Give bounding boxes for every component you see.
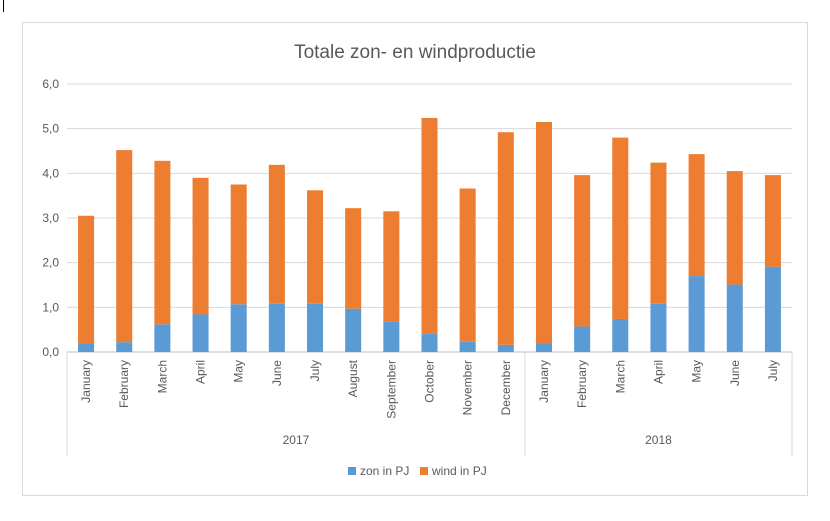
x-tick-label: March	[155, 360, 169, 393]
x-tick-label: March	[613, 360, 627, 393]
x-tick-label: May	[690, 360, 704, 383]
bar-zon	[307, 303, 324, 352]
x-tick-label: April	[651, 360, 665, 384]
bar-wind	[307, 190, 324, 304]
corner-mark	[3, 0, 4, 12]
x-tick-label: April	[194, 360, 208, 384]
bar-wind	[154, 160, 171, 325]
bar-zon	[230, 304, 247, 352]
x-tick-label: May	[232, 360, 246, 383]
y-tick-label: 5,0	[42, 122, 59, 136]
bar-zon	[535, 343, 552, 352]
bar-wind	[764, 175, 781, 267]
bar-wind	[574, 175, 591, 327]
bar-zon	[726, 284, 743, 352]
x-tick-label: February	[117, 360, 131, 408]
group-label: 2018	[645, 433, 672, 447]
bar-wind	[612, 137, 629, 319]
bar-wind	[268, 164, 285, 304]
bar-zon	[574, 326, 591, 352]
bar-zon	[78, 343, 95, 352]
bar-zon	[688, 276, 705, 352]
legend-label: wind in PJ	[431, 464, 487, 478]
y-axis-ticks: 0,0 1,0 2,0 3,0 4,0 5,0 6,0	[42, 77, 59, 359]
chart-title: Totale zon- en windproductie	[294, 42, 536, 63]
legend-label: zon in PJ	[360, 464, 409, 478]
x-tick-label: July	[308, 360, 322, 381]
bar-wind	[78, 215, 95, 344]
legend: zon in PJ wind in PJ	[348, 464, 487, 478]
bar-wind	[459, 188, 476, 342]
bar-wind	[116, 150, 133, 343]
y-tick-label: 2,0	[42, 256, 59, 270]
y-tick-label: 4,0	[42, 166, 59, 180]
chart-frame: Totale zon- en windproductie 0,0 1,0 2,0 3,…	[22, 22, 808, 496]
legend-swatch-zon	[348, 467, 356, 475]
bar-zon	[268, 303, 285, 352]
bar-wind	[497, 132, 514, 345]
x-tick-label: September	[384, 360, 398, 419]
x-axis: January February March April May June July Augu…	[66, 352, 793, 456]
bar-wind	[535, 121, 552, 344]
x-tick-label: January	[79, 360, 93, 403]
x-tick-label: November	[461, 360, 475, 415]
x-tick-label: January	[537, 360, 551, 403]
bar-zon	[154, 324, 171, 352]
x-tick-label: June	[270, 360, 284, 386]
bar-wind	[383, 211, 400, 322]
bar-wind	[650, 162, 667, 304]
y-tick-label: 6,0	[42, 77, 59, 91]
legend-swatch-wind	[420, 467, 428, 475]
x-tick-label: February	[575, 360, 589, 408]
x-tick-label: July	[766, 360, 780, 381]
bar-wind	[192, 177, 209, 315]
bar-zon	[612, 318, 629, 352]
bar-wind	[230, 184, 247, 305]
x-tick-label: August	[346, 359, 360, 397]
x-tick-label: June	[728, 360, 742, 386]
bar-wind	[726, 171, 743, 285]
bar-zon	[345, 308, 362, 352]
x-tick-label: December	[499, 360, 513, 415]
y-tick-label: 0,0	[42, 345, 59, 359]
bar-zon	[497, 344, 514, 352]
bar-zon	[764, 266, 781, 352]
bar-zon	[192, 314, 209, 352]
bar-zon	[383, 321, 400, 352]
bar-zon	[116, 342, 133, 352]
bar-wind	[421, 117, 438, 334]
chart-svg: Totale zon- en windproductie 0,0 1,0 2,0 3,…	[42, 42, 793, 478]
bar-zon	[650, 303, 667, 352]
y-tick-label: 1,0	[42, 300, 59, 314]
bar-zon	[421, 333, 438, 352]
y-tick-label: 3,0	[42, 211, 59, 225]
bars	[78, 117, 781, 352]
group-label: 2017	[283, 433, 310, 447]
bar-zon	[459, 341, 476, 352]
bar-wind	[688, 154, 705, 277]
bar-wind	[345, 208, 362, 309]
x-tick-label: October	[423, 360, 437, 403]
